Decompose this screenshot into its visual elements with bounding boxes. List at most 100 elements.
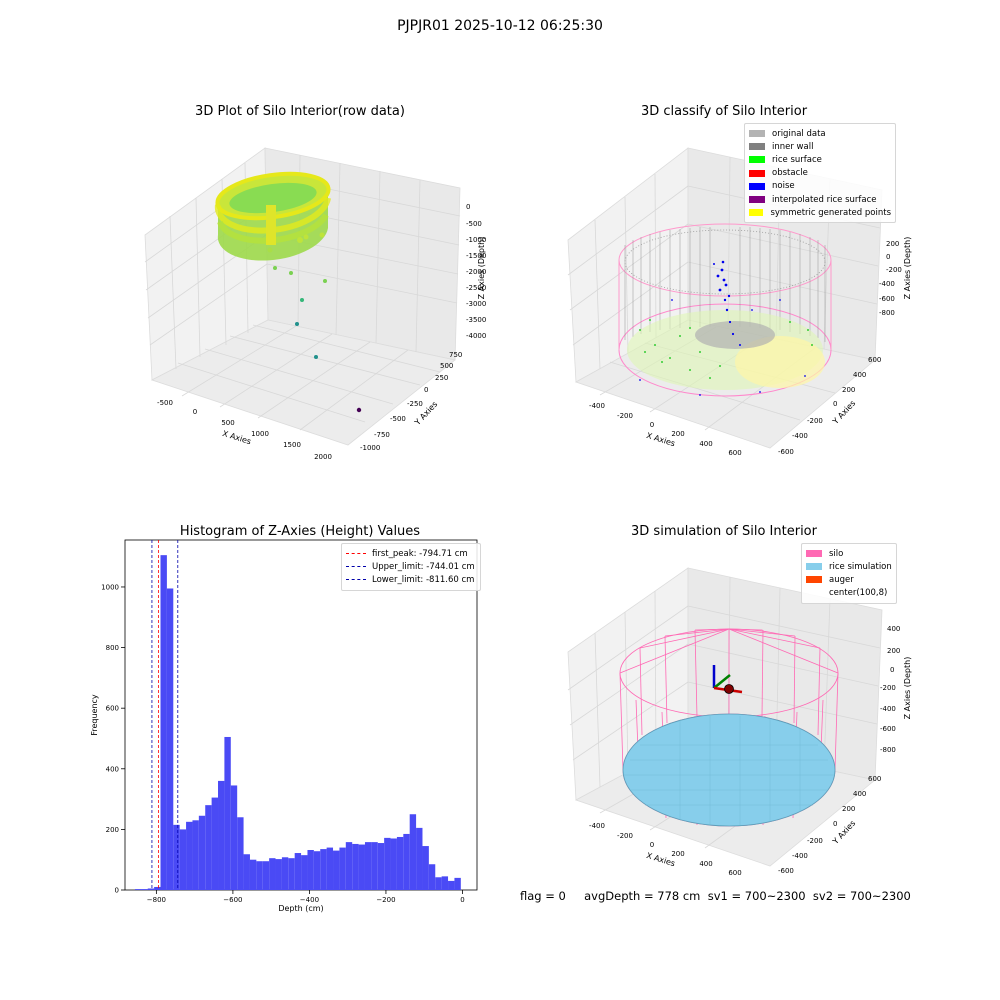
histogram-bar: [390, 838, 397, 890]
x-tick-label: −600: [223, 896, 242, 904]
tick-label: -200: [807, 837, 823, 845]
panel4-title: 3D simulation of Silo Interior: [631, 524, 817, 539]
tick-label: 0: [650, 421, 654, 429]
legend-swatch: [806, 550, 822, 558]
legend-swatch: [806, 590, 822, 597]
y-tick-labels: -1000 -750 -500 -250 0 250 500 750: [360, 351, 462, 452]
legend-line: [346, 553, 366, 555]
tick-label: 200: [886, 240, 899, 248]
tick-label: -600: [778, 448, 794, 456]
tick-label: 200: [842, 805, 855, 813]
z-tick-labels: 0 -500 -1000 -1500 -2000 -2500 -3000 -35…: [466, 203, 486, 340]
tick-label: 400: [699, 860, 712, 868]
classify-legend: original data inner wall rice surface ob…: [744, 123, 896, 224]
raw-data-3d-plot: -500 0 500 1000 1500 2000 X Axies -1000 …: [144, 147, 486, 461]
legend-item: Upper_limit: -744.01 cm: [346, 560, 476, 573]
tick-label: -600: [879, 295, 895, 303]
tick-label: 500: [440, 362, 453, 370]
threshold-lines: [151, 540, 179, 890]
y-tick-label: 0: [115, 887, 119, 895]
histogram-bar: [262, 861, 270, 890]
y-tick-label: 600: [106, 705, 119, 713]
histogram-bar: [371, 842, 378, 890]
histogram-chart: −800 −600 −400 −200 0 0 200 400 600 800 1000 Dept…: [90, 539, 478, 913]
simulation-legend: silo rice simulation auger center(100,8): [801, 543, 897, 604]
histogram-bar: [313, 851, 321, 890]
tick-label: 600: [868, 775, 881, 783]
tick-label: 0: [466, 203, 470, 211]
tick-label: 1500: [283, 441, 301, 449]
histogram-bar: [454, 877, 461, 890]
tick-label: -400: [880, 705, 896, 713]
tick-label: -200: [886, 266, 902, 274]
y-tick-label: 800: [106, 644, 119, 652]
x-tick-label: −800: [147, 896, 166, 904]
tick-label: 250: [435, 374, 448, 382]
legend-swatch: [749, 209, 764, 217]
z-tick-labels: 400 200 0 -200 -400 -600 -800: [880, 625, 900, 754]
tick-label: -1500: [466, 252, 486, 260]
tick-label: -800: [880, 746, 896, 754]
legend-item: obstacle: [749, 167, 891, 180]
histogram-bar: [435, 877, 442, 890]
legend-item: silo: [806, 547, 892, 560]
tick-label: -2500: [466, 284, 486, 292]
tick-label: -500: [466, 220, 482, 228]
tick-label: -200: [617, 412, 633, 420]
histogram-bar: [249, 859, 257, 890]
legend-label: inner wall: [772, 141, 814, 152]
histogram-bar: [205, 805, 212, 890]
tick-label: -3000: [466, 300, 486, 308]
legend-label: interpolated rice surface: [772, 194, 877, 205]
tick-label: -750: [374, 431, 390, 439]
y-tick-labels: -600 -400 -200 0 200 400 600: [778, 356, 881, 456]
tick-label: 200: [842, 386, 855, 394]
x-tick-label: −400: [300, 896, 319, 904]
auger-marker: [712, 665, 743, 694]
silo-wireframe: [618, 223, 832, 397]
tick-label: -250: [407, 400, 423, 408]
simulation-3d-plot: -400 -200 0 200 400 600 X Axies -600 -40…: [567, 567, 912, 877]
legend-item: Lower_limit: -811.60 cm: [346, 573, 476, 586]
histogram-bar: [141, 889, 148, 890]
histogram-bar: [384, 837, 391, 890]
legend-label: first_peak: -794.71 cm: [372, 548, 468, 559]
tick-label: 0: [890, 666, 894, 674]
tick-label: 0: [886, 253, 890, 261]
legend-line: [346, 566, 366, 568]
legend-item: rice surface: [749, 153, 891, 166]
histogram-bar: [339, 847, 346, 890]
legend-swatch: [749, 169, 765, 177]
histogram-bar: [230, 785, 238, 890]
tick-label: -500: [390, 415, 406, 423]
legend-line: [346, 579, 366, 581]
histogram-bar: [364, 842, 372, 890]
x-tick-labels: -500 0 500 1000 1500 2000: [157, 399, 332, 461]
legend-item: interpolated rice surface: [749, 193, 891, 206]
legend-swatch: [749, 196, 765, 204]
tick-label: 2000: [314, 453, 332, 461]
legend-label: rice surface: [772, 154, 822, 165]
tick-label: 0: [424, 386, 428, 394]
y-tick-label: 1000: [101, 583, 119, 591]
histogram-bar: [448, 880, 455, 890]
histogram-bar: [409, 814, 417, 890]
tick-label: 400: [853, 371, 866, 379]
histogram-bar: [320, 849, 327, 890]
legend-label: Upper_limit: -744.01 cm: [372, 561, 475, 572]
tick-label: -400: [792, 432, 808, 440]
tick-label: 0: [833, 820, 837, 828]
histogram-bar: [358, 844, 365, 890]
legend-label: original data: [772, 128, 826, 139]
legend-item: first_peak: -794.71 cm: [346, 547, 476, 560]
legend-label: auger: [829, 574, 854, 585]
tick-label: 200: [887, 647, 900, 655]
legend-item: symmetric generated points: [749, 206, 891, 219]
tick-label: -400: [589, 822, 605, 830]
legend-label: Lower_limit: -811.60 cm: [372, 574, 475, 585]
legend-item: rice simulation: [806, 560, 892, 573]
y-tick-label: 200: [106, 826, 119, 834]
tick-label: 600: [868, 356, 881, 364]
histogram-bar: [403, 833, 410, 890]
x-tick-labels: -400 -200 0 200 400 600: [589, 822, 742, 877]
